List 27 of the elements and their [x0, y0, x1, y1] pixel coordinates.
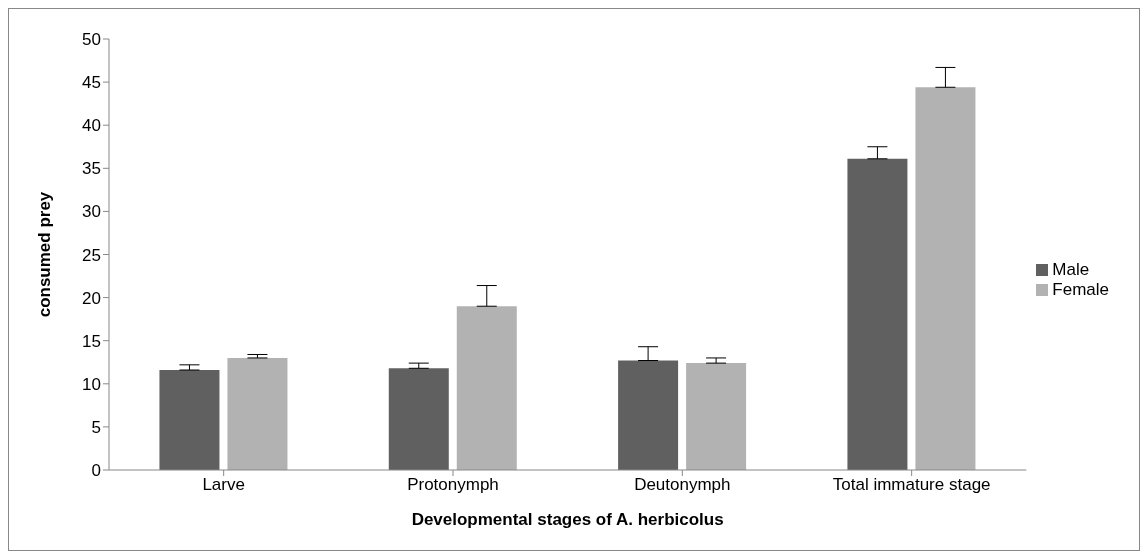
bar — [388, 368, 449, 470]
y-tick-label: 35 — [82, 159, 101, 179]
y-tick-label: 15 — [82, 331, 101, 351]
y-tick-label: 0 — [91, 461, 101, 481]
bar — [915, 87, 976, 470]
x-tick-label: Total immature stage — [832, 475, 991, 495]
y-tick-label: 10 — [82, 374, 101, 394]
legend-label: Female — [1052, 279, 1109, 299]
bar — [159, 370, 220, 470]
bar — [847, 158, 908, 470]
y-tick-label: 20 — [82, 288, 101, 308]
bar — [618, 360, 679, 470]
bar — [686, 363, 747, 470]
y-tick-label: 50 — [82, 30, 101, 50]
x-tick-label: Larve — [202, 475, 245, 495]
x-tick-label: Deutonymph — [634, 475, 731, 495]
y-tick-label: 25 — [82, 245, 101, 265]
bar — [456, 306, 517, 470]
y-tick-label: 40 — [82, 116, 101, 136]
y-tick-label: 45 — [82, 73, 101, 93]
legend-label: Male — [1052, 259, 1090, 279]
x-tick-label: Protonymph — [407, 475, 499, 495]
x-axis-title: Developmental stages of A. herbicolus — [411, 510, 724, 529]
y-tick-label: 5 — [91, 417, 101, 437]
bar — [227, 357, 288, 470]
y-tick-label: 30 — [82, 202, 101, 222]
y-axis-title: consumed prey — [35, 191, 55, 318]
